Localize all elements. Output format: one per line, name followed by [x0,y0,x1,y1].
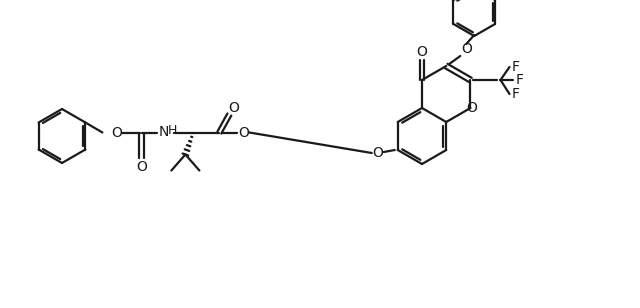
Text: F: F [511,87,520,101]
Text: F: F [511,60,520,74]
Text: O: O [466,101,477,115]
Text: F: F [515,73,524,87]
Text: O: O [372,146,383,160]
Text: O: O [228,100,239,115]
Text: O: O [417,45,428,59]
Text: N: N [158,124,168,139]
Text: O: O [238,125,249,140]
Text: O: O [111,125,122,140]
Text: O: O [136,160,147,173]
Text: O: O [461,42,472,56]
Text: H: H [168,124,177,137]
